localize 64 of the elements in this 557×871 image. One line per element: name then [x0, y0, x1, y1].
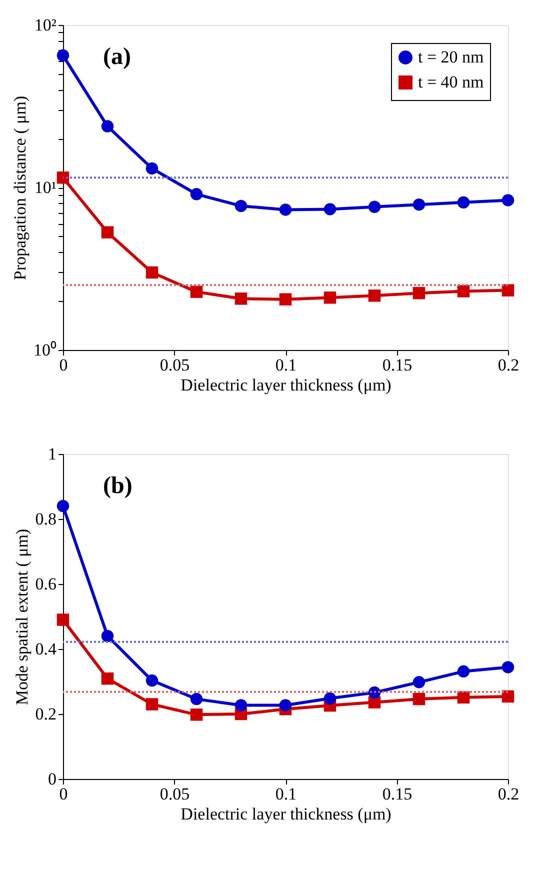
- y-tick-label: 10²: [34, 16, 56, 34]
- point: [457, 691, 470, 704]
- point: [146, 162, 158, 175]
- point: [190, 692, 203, 706]
- point: [234, 699, 248, 712]
- legend-label: t = 40 nm: [418, 72, 484, 92]
- point: [412, 286, 426, 300]
- point: [502, 284, 514, 296]
- x-tick-label: 0.15: [382, 356, 412, 374]
- point: [412, 692, 426, 706]
- x-tick-label: 0.15: [382, 784, 412, 804]
- annotation: (b): [103, 473, 132, 499]
- point: [234, 292, 248, 305]
- point: [412, 198, 426, 211]
- point: [279, 293, 292, 306]
- point: [190, 708, 203, 721]
- x-axis-title: Dielectric layer thickness (μm): [180, 376, 392, 394]
- point: [190, 286, 203, 298]
- y-tick-label: 0: [48, 770, 56, 788]
- y-axis-title: Mode spatial extent ( μm): [12, 528, 32, 706]
- y-tick-label: 10⁰: [34, 340, 56, 360]
- point: [101, 226, 114, 238]
- x-tick-label: 0.2: [498, 356, 520, 374]
- point: [101, 672, 114, 685]
- point: [457, 665, 470, 678]
- point: [502, 690, 514, 703]
- x-tick-label: 0.2: [498, 784, 520, 804]
- point: [56, 49, 70, 62]
- point: [56, 614, 70, 626]
- point: [457, 285, 470, 298]
- y-tick-label: 0.4: [35, 640, 57, 658]
- x-tick-label: 0.1: [275, 784, 297, 804]
- legend-label: t = 20 nm: [418, 48, 484, 66]
- point: [324, 203, 336, 216]
- point: [56, 172, 70, 184]
- point: [146, 266, 158, 279]
- x-tick-label: 0.05: [160, 356, 190, 374]
- point: [56, 500, 70, 512]
- y-tick-label: 0.8: [35, 510, 56, 528]
- point: [502, 661, 514, 674]
- annotation: (a): [103, 44, 131, 70]
- x-tick-label: 0.1: [275, 356, 297, 374]
- point: [234, 200, 248, 212]
- point: [279, 204, 292, 216]
- point: [101, 120, 114, 132]
- point: [457, 196, 470, 208]
- y-axis-title: Propagation distance ( μm): [10, 96, 30, 280]
- point: [279, 699, 292, 712]
- y-tick-label: 0.6: [35, 574, 56, 594]
- point: [502, 194, 514, 206]
- point: [368, 200, 381, 213]
- point: [146, 698, 158, 710]
- point: [324, 692, 336, 705]
- point: [324, 292, 336, 304]
- y-tick-label: 10¹: [34, 178, 56, 197]
- point: [146, 674, 158, 687]
- x-tick-label: 0.05: [160, 784, 190, 804]
- x-axis-title: Dielectric layer thickness (μm): [180, 804, 392, 824]
- point: [368, 290, 381, 302]
- point: [190, 188, 203, 200]
- point: [412, 676, 426, 688]
- y-tick-label: 0.2: [35, 704, 56, 724]
- point: [101, 630, 114, 642]
- y-tick-label: 1: [48, 444, 56, 464]
